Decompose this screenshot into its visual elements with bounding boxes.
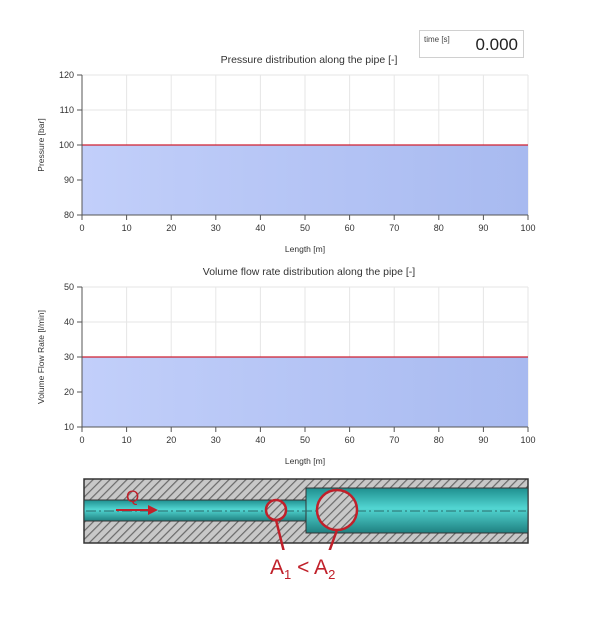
y-tick-label: 110 [60, 105, 74, 115]
pipe-diagram: Q [83, 478, 529, 550]
area-large-label: A [314, 556, 329, 579]
a2-leader-line [328, 529, 339, 550]
flow-arrow-head-icon [148, 505, 158, 515]
time-display: time [s] 0.000 [419, 30, 524, 58]
x-tick-label: 90 [478, 223, 488, 233]
y-tick-label: 10 [64, 422, 74, 432]
pressure-chart: 80 90 100 110 120 0 10 20 30 40 50 60 70 80 90 100 Press… [36, 54, 536, 254]
y-tick-label: 120 [59, 70, 74, 80]
x-tick-label: 90 [478, 435, 488, 445]
y-axis-label: Pressure [bar] [36, 118, 46, 171]
x-tick-label: 100 [520, 435, 535, 445]
chart-title: Pressure distribution along the pipe [-] [221, 54, 398, 66]
y-tick-label: 90 [64, 175, 74, 185]
x-tick-label: 10 [122, 435, 132, 445]
y-tick-label: 20 [64, 387, 74, 397]
x-tick-label: 50 [300, 435, 310, 445]
area-large-subscript: 2 [328, 567, 336, 583]
y-tick-label: 30 [64, 352, 74, 362]
y-tick-label: 50 [64, 282, 74, 292]
x-tick-label: 40 [255, 223, 265, 233]
comparison-symbol: < [297, 556, 310, 579]
flow-label: Q [126, 487, 139, 506]
x-tick-label: 30 [211, 435, 221, 445]
x-tick-label: 20 [166, 435, 176, 445]
x-tick-label: 60 [345, 223, 355, 233]
x-tick-label: 80 [434, 435, 444, 445]
area-comparison-label: A1 < A2 [270, 556, 335, 582]
x-tick-label: 20 [166, 223, 176, 233]
x-tick-label: 60 [345, 435, 355, 445]
x-axis-label: Length [m] [285, 456, 325, 466]
series-area [82, 145, 528, 215]
time-value: 0.000 [475, 35, 518, 54]
x-tick-label: 80 [434, 223, 444, 233]
x-tick-label: 50 [300, 223, 310, 233]
time-label: time [s] [424, 35, 450, 44]
y-tick-label: 80 [64, 210, 74, 220]
x-tick-label: 0 [79, 435, 84, 445]
cross-section-a1 [264, 498, 288, 522]
x-tick-label: 100 [520, 223, 535, 233]
y-tick-label: 100 [59, 140, 74, 150]
x-tick-label: 40 [255, 435, 265, 445]
y-axis-label: Volume Flow Rate [l/min] [36, 310, 46, 404]
a1-leader-line [274, 519, 285, 550]
area-small-label: A [270, 556, 285, 579]
x-tick-label: 30 [211, 223, 221, 233]
cross-section-a2 [315, 488, 359, 532]
x-tick-label: 0 [79, 223, 84, 233]
y-tick-label: 40 [64, 317, 74, 327]
series-area [82, 357, 528, 427]
x-tick-label: 70 [389, 223, 399, 233]
x-axis-label: Length [m] [285, 244, 325, 254]
x-tick-label: 70 [389, 435, 399, 445]
chart-title: Volume flow rate distribution along the … [203, 266, 416, 278]
x-tick-label: 10 [122, 223, 132, 233]
flow-rate-chart: 10 20 30 40 50 0 10 20 30 40 50 60 70 80 90 100 Volume f… [36, 266, 536, 466]
area-small-subscript: 1 [284, 567, 292, 583]
